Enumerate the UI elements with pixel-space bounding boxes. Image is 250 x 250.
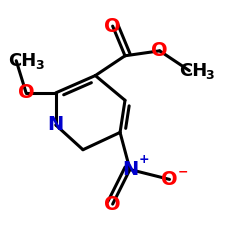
Text: 3: 3 xyxy=(36,59,44,72)
Text: O: O xyxy=(104,16,121,36)
Text: −: − xyxy=(178,166,188,179)
Text: O: O xyxy=(104,194,121,214)
Text: O: O xyxy=(18,83,34,102)
Text: N: N xyxy=(48,116,64,134)
Text: O: O xyxy=(161,170,178,189)
Text: N: N xyxy=(122,160,138,179)
Text: CH: CH xyxy=(8,52,36,70)
Text: O: O xyxy=(151,41,168,60)
Text: +: + xyxy=(138,152,149,166)
Text: CH: CH xyxy=(179,62,207,80)
Text: 3: 3 xyxy=(205,69,213,82)
